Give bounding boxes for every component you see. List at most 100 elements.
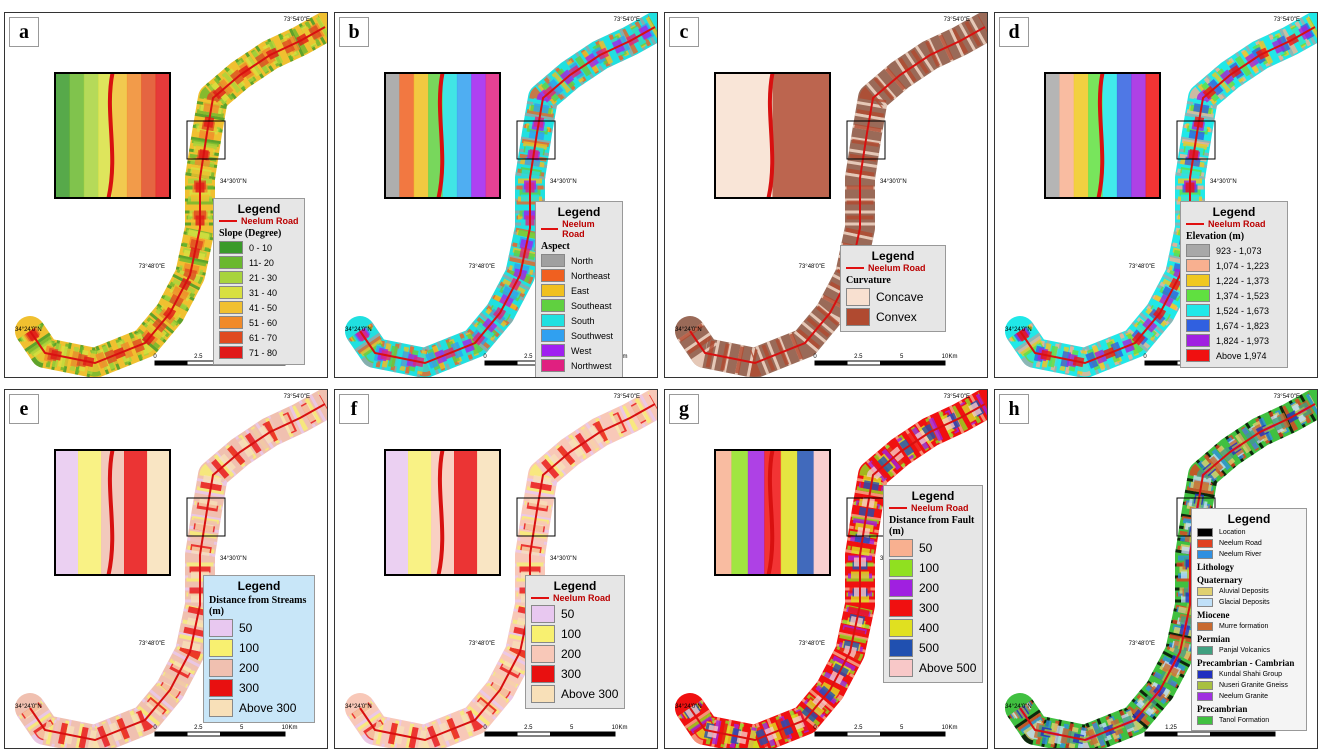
scale-label: 2.5 (854, 354, 863, 360)
scale-label: 0 (1143, 354, 1147, 360)
legend-label: 1,224 - 1,373 (1216, 276, 1269, 286)
coordinate-label: 73°48'0"E (799, 264, 825, 270)
legend-item: 500 (889, 639, 977, 657)
coordinate-label: 34°24'0"N (675, 704, 702, 710)
legend-label: 41 - 50 (249, 303, 277, 313)
coordinate-label: 34°24'0"N (15, 704, 42, 710)
legend-swatch (1197, 598, 1213, 607)
inset-band (1117, 73, 1132, 198)
legend-swatch (1186, 274, 1210, 287)
legend-swatch (209, 619, 233, 637)
scale-label: 2.5 (194, 354, 203, 360)
legend-label: 51 - 60 (249, 318, 277, 328)
inset-band (443, 73, 458, 198)
legend-label: Aluvial Deposits (1219, 588, 1269, 595)
legend-label: 100 (239, 641, 259, 655)
legend-swatch (531, 605, 555, 623)
legend-swatch (219, 346, 243, 359)
legend-swatch (1186, 334, 1210, 347)
scale-bar-fill (1145, 361, 1178, 365)
legend-road: Neelum Road (1186, 219, 1282, 229)
inset-band (477, 450, 501, 575)
legend-item: Glacial Deposits (1197, 598, 1301, 607)
coordinate-label: 34°30'0"N (880, 179, 907, 185)
legend-label: 1,824 - 1,973 (1216, 336, 1269, 346)
legend-swatch (1186, 319, 1210, 332)
inset-band (715, 450, 732, 575)
panel-letter: g (669, 394, 699, 424)
road-symbol (1186, 223, 1204, 225)
legend-item: Murre formation (1197, 622, 1301, 631)
legend-item: 41 - 50 (219, 301, 299, 314)
legend-label: Northeast (571, 271, 610, 281)
legend-heading: Precambrian - Cambrian (1197, 658, 1301, 668)
legend-swatch (889, 539, 913, 557)
legend-label: Kundal Shahi Group (1219, 671, 1282, 678)
inset-band (156, 73, 171, 198)
legend-swatch (889, 599, 913, 617)
legend-road: Neelum Road (541, 219, 617, 239)
inset-band (408, 450, 432, 575)
legend-swatch (1197, 587, 1213, 596)
panel-letter: e (9, 394, 39, 424)
legend-item: Southwest (541, 329, 617, 342)
legend: LegendDistance from Streams (m)501002003… (203, 575, 315, 723)
legend-item: West (541, 344, 617, 357)
scale-label: Km (619, 725, 628, 731)
legend-label: 300 (919, 601, 939, 615)
scale-label: Km (289, 725, 298, 731)
scale-label: 2.5 (194, 725, 203, 731)
scale-bar-fill (880, 361, 945, 365)
legend-item: 400 (889, 619, 977, 637)
inset-band (55, 73, 70, 198)
legend-label: 400 (919, 621, 939, 635)
coordinate-label: 73°54'0"E (614, 17, 640, 23)
legend-swatch (889, 639, 913, 657)
legend-swatch (541, 269, 565, 282)
scale-label: Km (949, 725, 958, 731)
legend-swatch (1186, 289, 1210, 302)
legend-label: 1,374 - 1,523 (1216, 291, 1269, 301)
legend-swatch (219, 286, 243, 299)
inset-band (147, 450, 171, 575)
legend: LegendNeelum RoadElevation (m)923 - 1,07… (1180, 201, 1288, 368)
legend-item: Southeast (541, 299, 617, 312)
legend-swatch (1186, 259, 1210, 272)
legend-item: Panjal Volcanics (1197, 646, 1301, 655)
coordinate-label: 34°30'0"N (550, 179, 577, 185)
legend-item: 1,824 - 1,973 (1186, 334, 1282, 347)
inset-map (1045, 73, 1161, 198)
scale-bar-fill (485, 732, 518, 736)
coordinate-label: 73°48'0"E (139, 641, 165, 647)
legend-subtitle: Curvature (846, 275, 940, 286)
coordinate-label: 73°54'0"E (284, 394, 310, 400)
coordinate-label: 34°24'0"N (1005, 327, 1032, 333)
inset-band (399, 73, 414, 198)
legend-swatch (1197, 622, 1213, 631)
legend-label: Neelum Road (1219, 540, 1262, 547)
legend-label: 300 (239, 681, 259, 695)
legend-swatch (846, 288, 870, 306)
inset-band (715, 73, 773, 198)
legend-swatch (1197, 550, 1213, 559)
legend-label: Murre formation (1219, 623, 1268, 630)
legend-label: Above 300 (239, 701, 296, 715)
legend-label: Glacial Deposits (1219, 599, 1270, 606)
inset-band (124, 450, 148, 575)
scale-bar-fill (815, 732, 848, 736)
legend-heading: Lithology (1197, 562, 1301, 572)
legend-label: 50 (239, 621, 252, 635)
legend-title: Legend (1186, 205, 1282, 219)
legend-item: 11- 20 (219, 256, 299, 269)
inset-band (1103, 73, 1118, 198)
legend-label: 200 (919, 581, 939, 595)
legend-swatch (209, 699, 233, 717)
legend-swatch (1197, 716, 1213, 725)
road-label: Neelum Road (562, 219, 617, 239)
road-symbol (889, 507, 907, 509)
legend-title: Legend (1197, 512, 1301, 526)
legend: LegendNeelum Road50100200300Above 300 (525, 575, 625, 709)
legend-item: 21 - 30 (219, 271, 299, 284)
legend-swatch (889, 559, 913, 577)
